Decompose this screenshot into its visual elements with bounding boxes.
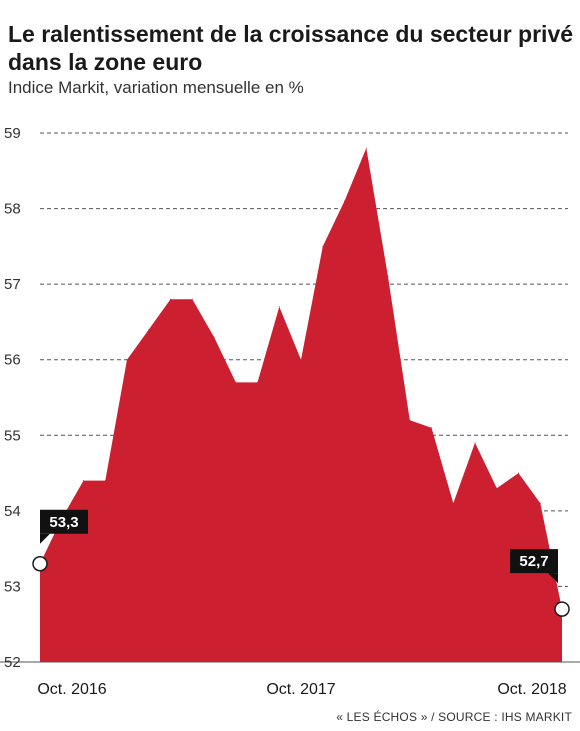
callout-pointer xyxy=(548,573,558,584)
y-tick-label: 58 xyxy=(4,201,21,218)
annotation-callout: 53,3 xyxy=(40,509,88,544)
data-point xyxy=(365,147,367,149)
area-series xyxy=(39,147,563,663)
callout-value: 53,3 xyxy=(49,514,78,531)
y-tick-label: 53 xyxy=(4,578,21,595)
data-point xyxy=(452,502,454,504)
data-point xyxy=(104,480,106,482)
y-tick-label: 52 xyxy=(4,654,21,671)
data-point xyxy=(235,381,237,383)
x-tick-label: Oct. 2017 xyxy=(266,681,335,698)
data-point xyxy=(257,381,258,383)
source-credit: « LES ÉCHOS » / SOURCE : IHS MARKIT xyxy=(336,710,572,724)
data-point xyxy=(387,276,389,278)
data-point xyxy=(213,336,215,338)
chart-subtitle: Indice Markit, variation mensuelle en % xyxy=(8,78,304,97)
y-tick-label: 59 xyxy=(4,125,21,142)
callout-value: 52,7 xyxy=(519,553,548,570)
callout-pointer xyxy=(40,533,50,544)
data-point xyxy=(344,200,345,202)
data-point xyxy=(539,502,541,504)
callout-box xyxy=(40,509,88,534)
x-tick-label: Oct. 2018 xyxy=(497,681,566,698)
data-point xyxy=(148,329,150,330)
y-tick-label: 56 xyxy=(4,352,21,369)
y-tick-label: 57 xyxy=(4,276,21,293)
y-tick-label: 54 xyxy=(4,503,21,520)
x-tick-label: Oct. 2016 xyxy=(37,681,106,698)
value-marker xyxy=(32,556,48,572)
data-point xyxy=(170,298,171,300)
area-fill xyxy=(40,148,562,663)
data-point xyxy=(409,419,411,421)
data-point xyxy=(300,359,302,361)
x-axis-ticks: Oct. 2016 Oct. 2017 Oct. 2018 xyxy=(37,681,566,698)
data-point xyxy=(431,427,432,429)
y-axis-ticks: 52 53 54 55 56 57 58 59 xyxy=(4,125,21,671)
chart-title: Le ralentissement de la croissance du se… xyxy=(8,21,574,75)
data-point xyxy=(278,306,280,308)
annotation-callout: 52,7 xyxy=(510,549,558,584)
data-point xyxy=(191,298,193,300)
y-tick-label: 55 xyxy=(4,427,21,444)
data-point xyxy=(83,480,84,482)
annotations: 53,3 52,7 xyxy=(32,509,570,617)
data-point xyxy=(126,359,128,361)
value-marker xyxy=(554,601,570,617)
data-point xyxy=(518,472,519,474)
data-point xyxy=(474,442,476,444)
data-point xyxy=(496,487,498,489)
data-point xyxy=(322,245,324,247)
callout-box xyxy=(510,549,558,574)
